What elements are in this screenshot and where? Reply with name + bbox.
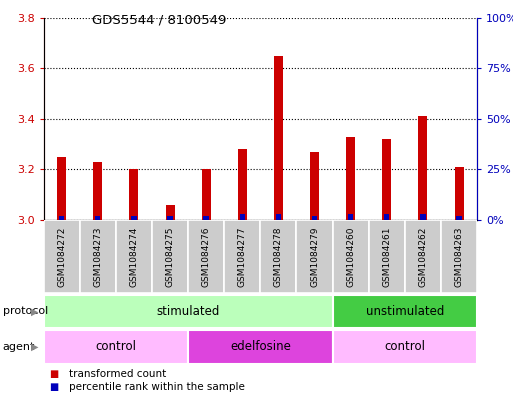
Text: GSM1084261: GSM1084261 [382, 226, 391, 286]
Text: GSM1084262: GSM1084262 [419, 226, 427, 286]
Bar [384, 214, 389, 220]
Bar [369, 220, 405, 293]
Bar [93, 162, 102, 220]
Bar [275, 214, 281, 220]
Bar [240, 214, 245, 220]
Bar [44, 295, 332, 328]
Text: GSM1084263: GSM1084263 [455, 226, 464, 286]
Bar [312, 216, 317, 220]
Bar [238, 149, 247, 220]
Bar [167, 216, 173, 220]
Bar [332, 330, 477, 364]
Text: GSM1084277: GSM1084277 [238, 226, 247, 286]
Bar [59, 216, 64, 220]
Text: ▶: ▶ [31, 307, 38, 316]
Text: transformed count: transformed count [69, 369, 167, 379]
Text: ■: ■ [49, 369, 58, 379]
Bar [346, 137, 355, 220]
Bar [204, 216, 209, 220]
Bar [332, 220, 369, 293]
Bar [129, 169, 139, 220]
Bar [297, 220, 332, 293]
Bar [260, 220, 297, 293]
Bar [419, 116, 427, 220]
Text: GDS5544 / 8100549: GDS5544 / 8100549 [92, 14, 227, 27]
Text: GSM1084275: GSM1084275 [166, 226, 174, 286]
Bar [202, 169, 211, 220]
Text: GSM1084276: GSM1084276 [202, 226, 211, 286]
Text: GSM1084273: GSM1084273 [93, 226, 102, 286]
Text: GSM1084279: GSM1084279 [310, 226, 319, 286]
Bar [152, 220, 188, 293]
Bar [348, 214, 353, 220]
Text: percentile rank within the sample: percentile rank within the sample [69, 382, 245, 392]
Text: GSM1084278: GSM1084278 [274, 226, 283, 286]
Bar [44, 330, 188, 364]
Text: ■: ■ [49, 382, 58, 392]
Text: GSM1084272: GSM1084272 [57, 226, 66, 286]
Bar [116, 220, 152, 293]
Bar [188, 220, 224, 293]
Bar [57, 157, 66, 220]
Text: agent: agent [3, 342, 35, 352]
Bar [80, 220, 116, 293]
Text: stimulated: stimulated [156, 305, 220, 318]
Bar [382, 139, 391, 220]
Text: GSM1084260: GSM1084260 [346, 226, 355, 286]
Text: protocol: protocol [3, 307, 48, 316]
Bar [274, 56, 283, 220]
Text: GSM1084274: GSM1084274 [129, 226, 139, 286]
Text: edelfosine: edelfosine [230, 340, 291, 353]
Bar [405, 220, 441, 293]
Bar [455, 167, 464, 220]
Bar [166, 205, 174, 220]
Text: control: control [95, 340, 136, 353]
Text: control: control [384, 340, 425, 353]
Bar [457, 216, 462, 220]
Bar [224, 220, 260, 293]
Bar [44, 220, 80, 293]
Text: unstimulated: unstimulated [366, 305, 444, 318]
Bar [95, 216, 101, 220]
Bar [310, 152, 319, 220]
Bar [332, 295, 477, 328]
Bar [441, 220, 477, 293]
Bar [131, 216, 136, 220]
Bar [420, 214, 426, 220]
Bar [188, 330, 332, 364]
Text: ▶: ▶ [31, 342, 38, 352]
